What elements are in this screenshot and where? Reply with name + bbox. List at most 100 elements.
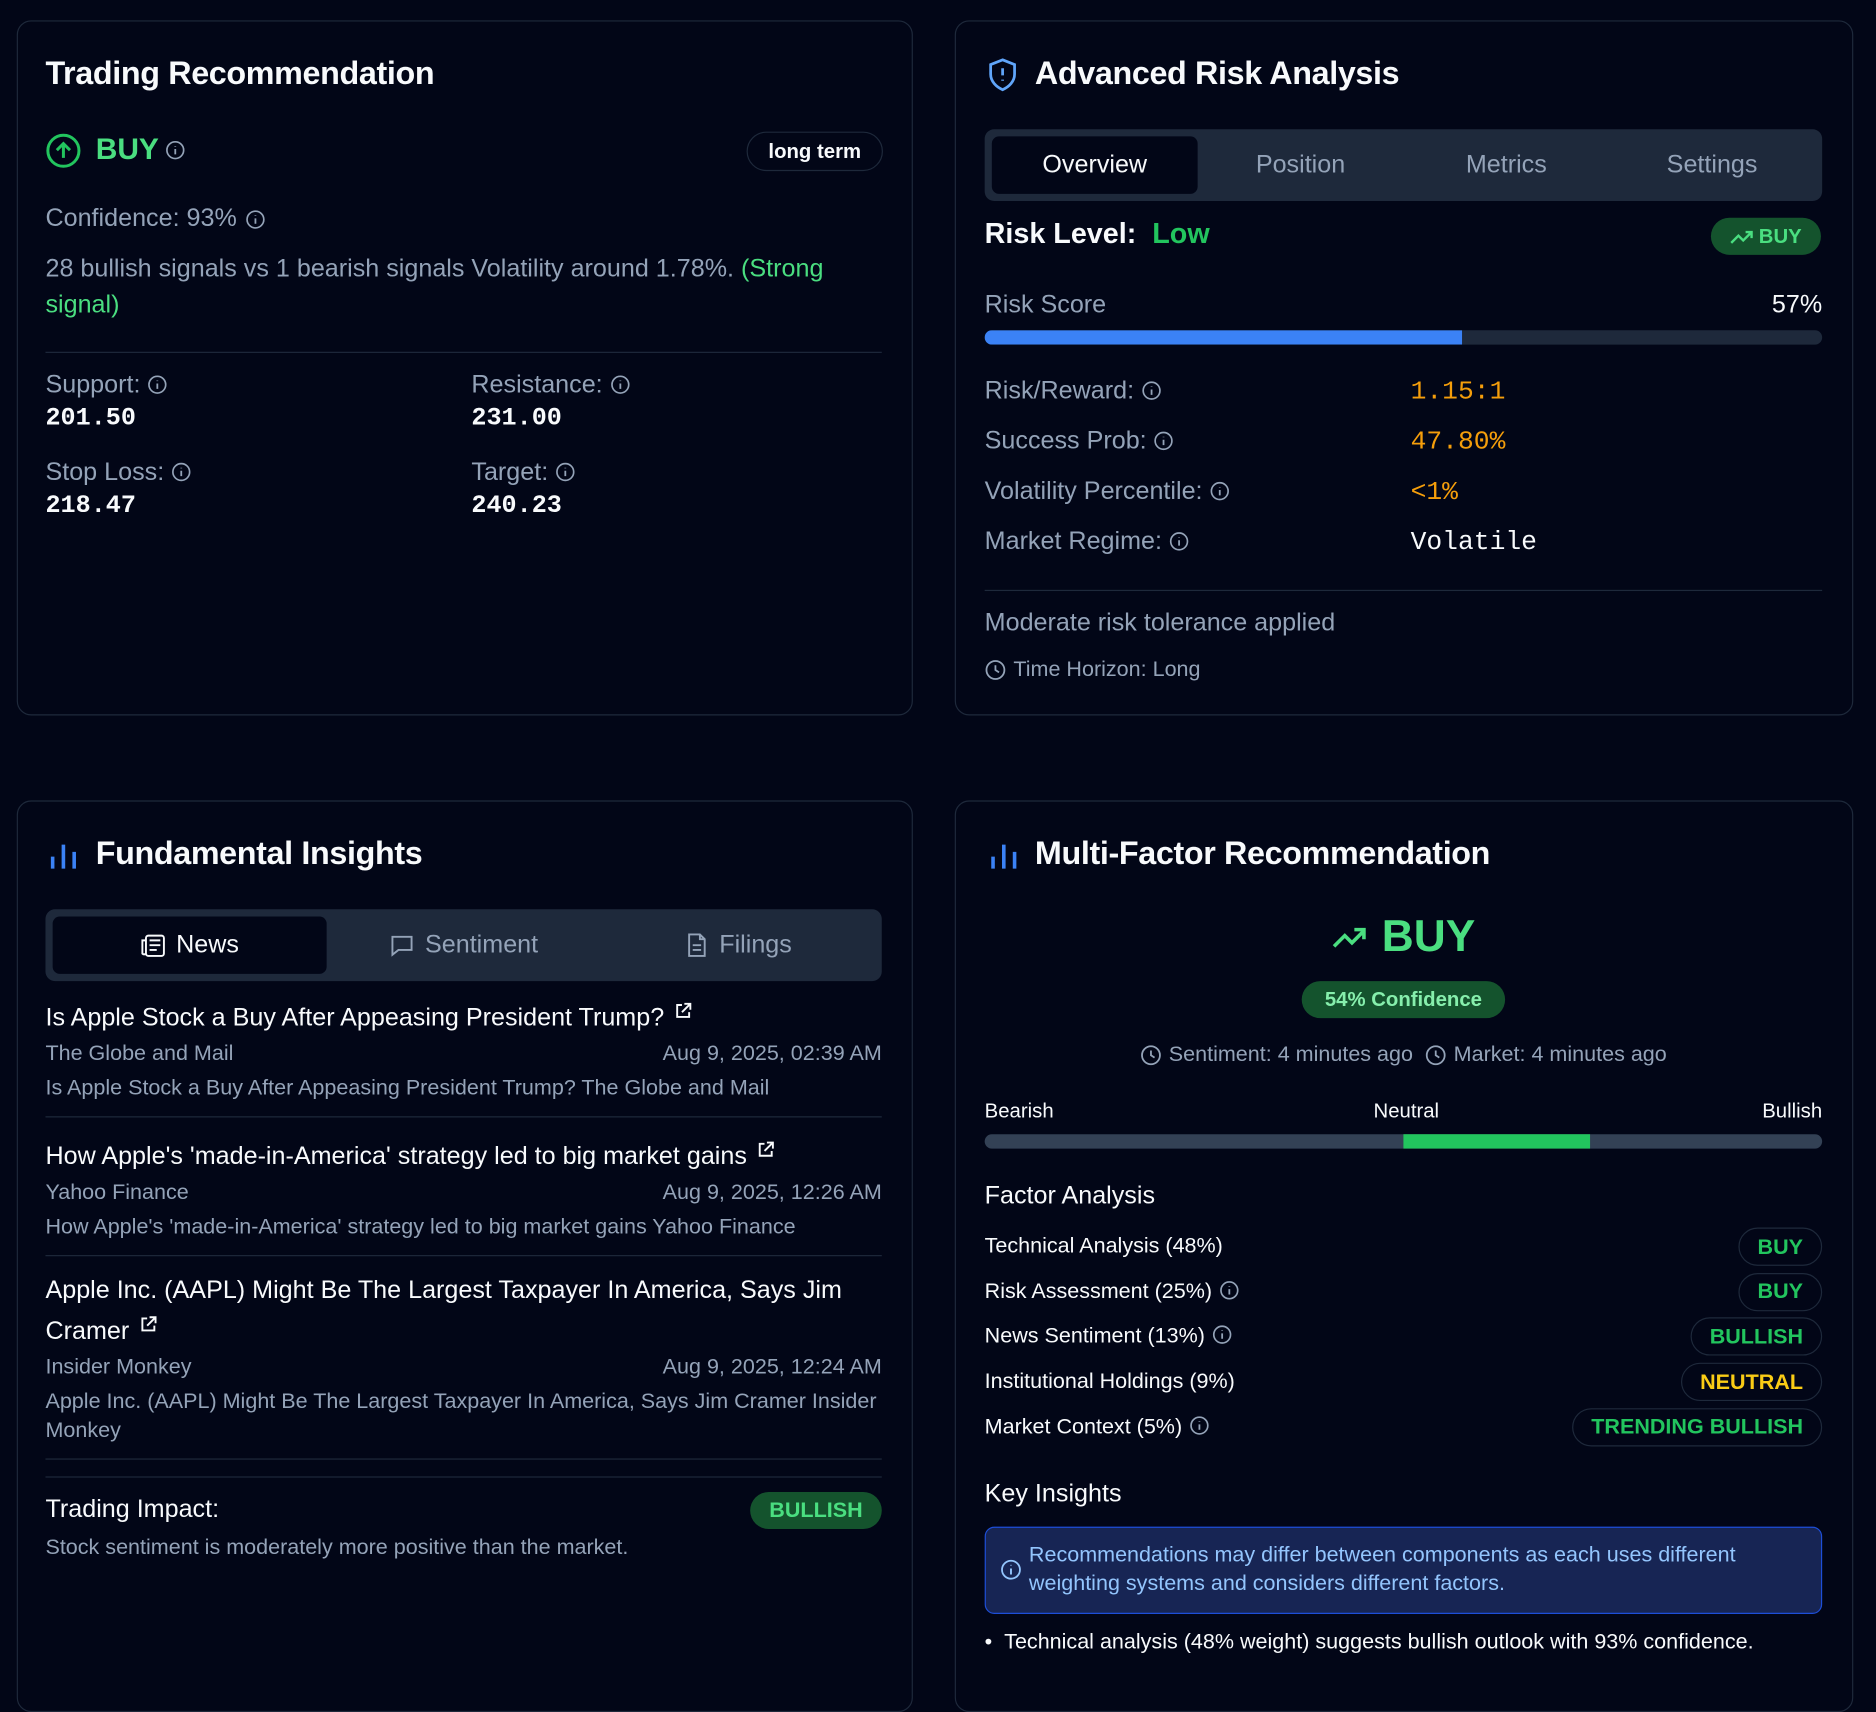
clock-icon	[985, 660, 1006, 680]
info-icon	[1141, 379, 1161, 408]
tab[interactable]: Metrics	[1465, 150, 1547, 179]
factor-name: News Sentiment (13%)	[985, 1324, 1233, 1352]
news-list: Is Apple Stock a Buy After Appeasing Pre…	[45, 995, 882, 1560]
level-label: Resistance:	[471, 371, 630, 402]
metric-label: Success Prob:	[985, 427, 1175, 458]
summary: How Apple's 'made-in-America' strategy l…	[45, 1214, 796, 1239]
tolerance: Moderate risk tolerance applied	[984, 608, 1336, 637]
headline-row: Is Apple Stock a Buy After Appeasing Pre…	[45, 995, 881, 1036]
mf-action: BUY	[985, 912, 1823, 962]
shield-icon	[989, 58, 1016, 92]
tab[interactable]: Filings	[601, 916, 875, 973]
factor-badge: BUY	[1738, 1227, 1823, 1266]
active-tab	[52, 916, 327, 974]
metric-label: Volatility Percentile:	[985, 477, 1230, 508]
tab-label: News	[176, 930, 239, 959]
divider	[984, 589, 1823, 592]
active-tab	[991, 136, 1198, 194]
tab[interactable]: Sentiment	[327, 916, 601, 973]
metric-label: Risk/Reward:	[985, 377, 1162, 408]
factor-name: Technical Analysis (48%)	[985, 1234, 1223, 1259]
card-title: Multi-Factor Recommendation	[1034, 835, 1491, 872]
level-label: Target:	[471, 458, 575, 489]
metric-label-text: Volatility Percentile:	[984, 477, 1203, 505]
summary-text: 28 bullish signals vs 1 bearish signals …	[45, 254, 735, 283]
card-title: Advanced Risk Analysis	[1034, 55, 1400, 91]
level-value: 218.47	[45, 492, 136, 521]
headline-row: How Apple's 'made-in-America' strategy l…	[45, 1134, 881, 1175]
scale-label: Neutral	[1373, 1099, 1440, 1123]
news-item: How Apple's 'made-in-America' strategy l…	[45, 1134, 882, 1257]
tab[interactable]: Overview	[1042, 150, 1148, 179]
factor-badge: BUY	[1738, 1272, 1823, 1311]
level-value: 231.00	[471, 405, 562, 434]
level-label-text: Target:	[471, 458, 549, 486]
metric-label-text: Market Regime:	[984, 527, 1162, 556]
tab-label: Sentiment	[424, 930, 539, 959]
metric-label-text: Risk/Reward:	[984, 376, 1135, 405]
level-label: Stop Loss:	[45, 458, 191, 489]
trading-card	[16, 20, 913, 716]
factor-badge: NEUTRAL	[1680, 1362, 1823, 1402]
news-item: Is Apple Stock a Buy After Appeasing Pre…	[45, 995, 882, 1118]
sentiment-time: Sentiment: 4 minutes ago	[1168, 1042, 1414, 1067]
up-icon	[46, 133, 81, 168]
headline[interactable]: Apple Inc. (AAPL) Might Be The Largest T…	[45, 1276, 842, 1345]
metric-label: Market Regime:	[985, 528, 1190, 559]
section-title: Factor Analysis	[984, 1182, 1156, 1210]
factor-name-text: Risk Assessment (25%)	[984, 1278, 1213, 1303]
info-icon	[610, 373, 630, 402]
info-icon	[246, 210, 265, 229]
risk-score-value: 57%	[1771, 290, 1823, 319]
notice: Recommendations may differ between compo…	[1028, 1542, 1736, 1595]
bullet: •	[984, 1629, 993, 1654]
source: Yahoo Finance	[45, 1179, 189, 1204]
factor-name: Risk Assessment (25%)	[985, 1279, 1240, 1307]
tab[interactable]: Settings	[1666, 150, 1758, 179]
card-title: Fundamental Insights	[95, 835, 423, 872]
level-label-text: Stop Loss:	[45, 458, 165, 486]
tab-icon	[389, 932, 415, 958]
level-label-text: Support:	[45, 370, 141, 399]
metric-value: 47.80%	[1410, 427, 1506, 458]
date: Aug 9, 2025, 02:39 AM	[662, 1040, 882, 1065]
external-link-icon	[139, 1309, 158, 1345]
impact-badge: BULLISH	[750, 1491, 882, 1530]
risk-level-value: Low	[1152, 217, 1210, 251]
risk-level-label: Risk Level:	[984, 217, 1137, 251]
info-icon	[1219, 1280, 1239, 1306]
impact: Trading Impact: BULLISH Stock sentiment is…	[45, 1476, 882, 1560]
impact-text: Stock sentiment is moderately more posit…	[45, 1535, 629, 1559]
level-value: 240.23	[471, 492, 562, 521]
meta-row: The Globe and Mail Aug 9, 2025, 02:39 AM	[45, 1041, 881, 1066]
external-link-icon	[674, 995, 693, 1031]
factor-name-text: Institutional Holdings (9%)	[984, 1368, 1235, 1393]
action: BUY	[95, 132, 159, 167]
dashboard: Trading Recommendation BUY long term Con…	[16, 20, 1854, 1712]
tab[interactable]: Position	[1255, 150, 1346, 179]
external-link-icon	[756, 1134, 775, 1170]
meta-row: Insider Monkey Aug 9, 2025, 12:24 AM	[45, 1354, 881, 1379]
source: Insider Monkey	[45, 1354, 192, 1379]
divider	[45, 351, 882, 353]
info-icon	[1212, 1325, 1232, 1351]
impact-label: Trading Impact:	[45, 1495, 220, 1524]
scale-label: Bearish	[984, 1099, 1054, 1123]
headline[interactable]: How Apple's 'made-in-America' strategy l…	[45, 1142, 747, 1171]
headline[interactable]: Is Apple Stock a Buy After Appeasing Pre…	[45, 1003, 665, 1032]
badge-text: BUY	[1758, 224, 1802, 248]
info-icon	[148, 373, 168, 402]
headline-row: Apple Inc. (AAPL) Might Be The Largest T…	[45, 1273, 881, 1350]
notice-box	[984, 1526, 1823, 1614]
chart-icon	[50, 844, 76, 869]
info-icon	[1154, 430, 1174, 459]
tab[interactable]: News	[53, 916, 327, 973]
factor-name-text: News Sentiment (13%)	[984, 1323, 1205, 1348]
level-label-text: Resistance:	[471, 370, 603, 399]
info-icon	[171, 461, 191, 490]
time-horizon: Time Horizon: Long	[1013, 656, 1201, 681]
info-icon	[166, 140, 185, 160]
risk-badge: BUY	[1710, 217, 1821, 255]
market-time: Market: 4 minutes ago	[1453, 1042, 1667, 1067]
summary: Apple Inc. (AAPL) Might Be The Largest T…	[45, 1389, 877, 1442]
